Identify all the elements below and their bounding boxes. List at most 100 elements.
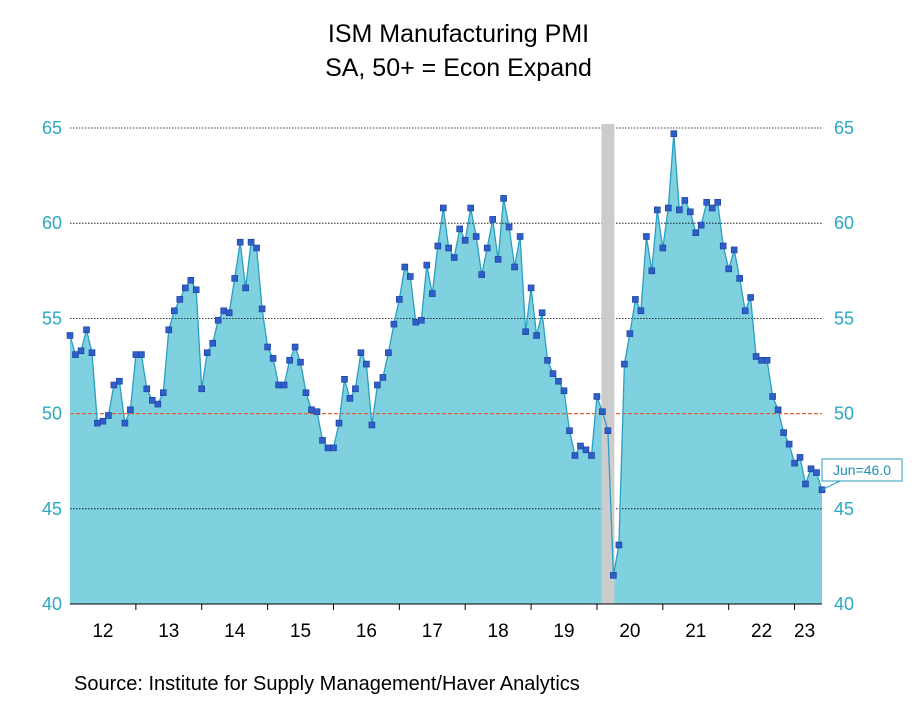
data-point-58 [385, 349, 392, 357]
data-point-6 [99, 417, 107, 425]
data-point-17 [160, 389, 167, 397]
data-point-104 [637, 307, 645, 315]
data-point-113 [686, 208, 694, 216]
data-point-134 [802, 480, 809, 488]
data-point-132 [791, 459, 798, 467]
data-point-84 [527, 284, 535, 292]
data-point-111 [675, 206, 683, 214]
data-point-101 [621, 360, 628, 368]
data-point-108 [659, 244, 667, 252]
data-point-95 [588, 452, 595, 459]
data-point-29 [225, 309, 233, 317]
data-point-32 [242, 284, 249, 292]
data-point-115 [697, 221, 705, 229]
chart-subtitle: SA, 50+ = Econ Expand [325, 54, 592, 82]
data-point-56 [374, 381, 381, 389]
data-point-12 [132, 351, 140, 358]
data-point-87 [544, 356, 551, 364]
data-point-35 [258, 305, 266, 313]
chart-title: ISM Manufacturing PMI [327, 20, 590, 48]
data-point-10 [121, 419, 129, 427]
data-point-62 [406, 273, 414, 280]
y-tick-left-40: 40 [42, 594, 62, 614]
y-tick-right-60: 60 [834, 213, 854, 233]
data-point-4 [88, 349, 96, 357]
data-point-15 [149, 396, 156, 404]
data-point-25 [203, 349, 211, 357]
data-point-137 [818, 486, 826, 494]
data-point-112 [681, 197, 689, 204]
x-tick-12: 12 [92, 621, 113, 642]
callout-leader [821, 480, 841, 491]
data-point-96 [593, 393, 601, 400]
x-tick-16: 16 [356, 621, 377, 642]
data-point-9 [116, 377, 123, 385]
data-point-34 [253, 244, 260, 252]
data-point-64 [417, 316, 425, 324]
data-point-100 [615, 541, 623, 549]
data-point-128 [769, 393, 776, 400]
data-point-80 [505, 223, 513, 231]
data-point-106 [648, 267, 656, 275]
data-point-77 [489, 216, 497, 223]
data-point-13 [138, 351, 145, 358]
data-point-30 [231, 275, 238, 282]
data-point-7 [105, 412, 112, 419]
data-point-55 [368, 421, 376, 429]
x-tick-23: 23 [794, 621, 815, 642]
recession-band [601, 124, 615, 604]
area-fill [70, 133, 822, 604]
data-point-54 [363, 360, 370, 368]
data-point-71 [456, 225, 464, 233]
data-point-39 [280, 381, 288, 389]
data-point-53 [357, 349, 365, 357]
data-point-102 [626, 330, 634, 337]
data-point-124 [747, 294, 754, 301]
data-point-2 [77, 347, 85, 355]
data-point-26 [209, 339, 216, 347]
x-tick-14: 14 [224, 621, 246, 642]
data-point-38 [275, 381, 282, 389]
data-point-98 [604, 427, 612, 435]
x-tick-22: 22 [751, 621, 772, 642]
data-point-119 [719, 242, 727, 250]
data-point-66 [428, 290, 436, 297]
data-point-23 [192, 286, 200, 294]
data-point-94 [582, 446, 590, 454]
data-point-60 [395, 296, 403, 303]
data-point-121 [730, 246, 738, 254]
data-point-125 [752, 353, 760, 360]
x-tick-17: 17 [422, 621, 443, 642]
data-point-97 [599, 408, 606, 416]
data-point-75 [478, 271, 486, 278]
data-point-22 [187, 276, 195, 284]
data-point-67 [434, 242, 442, 250]
data-point-21 [182, 284, 189, 292]
data-point-72 [461, 237, 469, 244]
y-tick-left-45: 45 [42, 499, 62, 519]
x-tick-21: 21 [685, 621, 706, 642]
data-point-116 [703, 199, 711, 206]
x-tick-15: 15 [290, 621, 311, 642]
data-point-19 [171, 307, 178, 315]
data-point-36 [264, 343, 271, 351]
data-point-51 [346, 395, 354, 402]
source-note: Source: Institute for Supply Management/… [74, 673, 580, 695]
data-point-68 [439, 204, 447, 212]
data-point-41 [291, 343, 299, 351]
data-point-50 [341, 375, 348, 383]
data-point-45 [313, 408, 321, 416]
x-tick-19: 19 [553, 621, 574, 642]
data-point-16 [154, 400, 162, 408]
data-point-3 [83, 326, 90, 334]
data-point-5 [94, 419, 101, 427]
data-point-91 [566, 427, 573, 435]
data-point-73 [467, 204, 475, 212]
data-point-135 [807, 465, 815, 473]
data-point-93 [577, 442, 584, 450]
x-tick-13: 13 [158, 621, 179, 642]
data-point-126 [758, 356, 765, 364]
y-tick-left-55: 55 [42, 308, 62, 328]
data-point-78 [494, 256, 502, 263]
